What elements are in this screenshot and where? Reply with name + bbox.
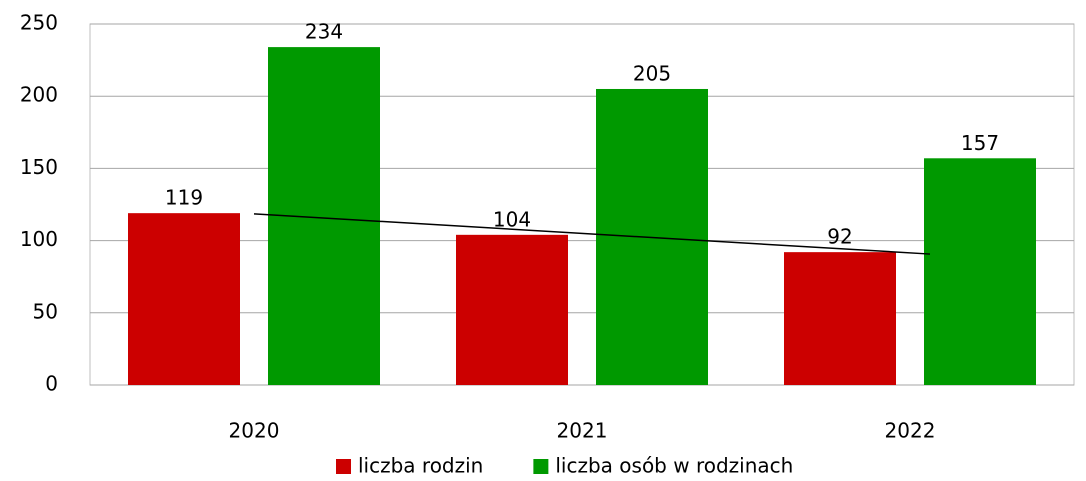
y-tick-label: 150 [20,155,58,179]
value-label: 157 [961,131,999,155]
value-label: 119 [165,186,203,210]
bar [128,213,240,385]
x-tick-label: 2021 [557,419,608,443]
y-tick-label: 250 [20,11,58,35]
y-tick-label: 200 [20,83,58,107]
value-label: 92 [827,225,852,249]
bar [924,158,1036,385]
value-label: 104 [493,207,531,231]
bar [456,234,568,385]
y-tick-label: 0 [45,372,58,396]
legend-swatch [336,459,351,474]
y-tick-label: 50 [33,299,58,323]
y-tick-label: 100 [20,227,58,251]
bar [784,252,896,385]
x-tick-label: 2022 [885,419,936,443]
trendline [253,213,931,255]
x-tick-label: 2020 [229,419,280,443]
legend-swatch [533,459,549,474]
legend-label: liczba osób w rodzinach [555,454,793,478]
value-label: 205 [633,61,671,85]
value-label: 234 [305,20,343,44]
legend-label: liczba rodzin [358,454,483,478]
